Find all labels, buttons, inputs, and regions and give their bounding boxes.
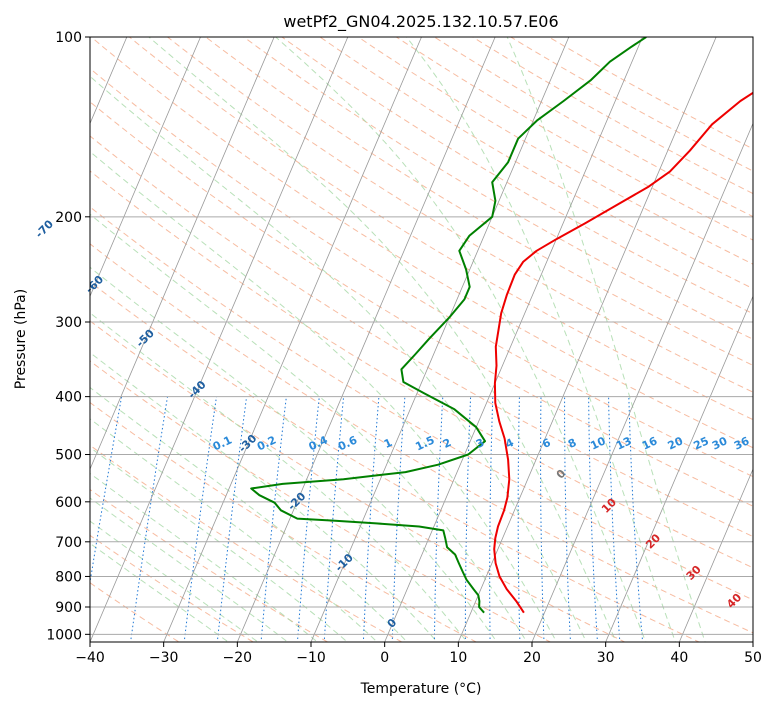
dry-adiabat-line <box>168 37 775 647</box>
isotherm-label: -10 <box>333 551 356 574</box>
x-tick-label: 50 <box>744 650 762 666</box>
plot-frame <box>90 37 753 642</box>
y-tick-label: 400 <box>55 390 82 406</box>
dry-adiabat-line <box>549 37 775 647</box>
isotherm-line <box>164 37 422 642</box>
isotherm-label: 0 <box>385 616 400 631</box>
mixing-ratio-label: 20 <box>666 434 686 452</box>
isotherm-label: -20 <box>285 490 308 513</box>
dewpoint-profile-line <box>251 37 646 613</box>
mixing-ratio-line <box>541 397 545 647</box>
dry-adiabat-line <box>396 37 775 647</box>
x-tick-label: 10 <box>449 650 467 666</box>
dry-adiabat-line <box>129 37 775 647</box>
mixing-ratio-label: 0.4 <box>307 433 330 453</box>
mixing-ratio-line <box>217 397 247 647</box>
dry-adiabat-line <box>0 37 560 647</box>
moist-adiabat-label: 20 <box>643 531 663 551</box>
mixing-ratio-label: 0.1 <box>211 433 234 453</box>
dry-adiabat-line <box>244 37 775 647</box>
x-tick-label: 30 <box>597 650 615 666</box>
mixing-ratio-line <box>465 397 470 647</box>
dry-adiabat-line <box>473 37 775 647</box>
x-tick-label: −20 <box>223 650 253 666</box>
moist-adiabat-label: 40 <box>724 591 744 611</box>
isotherm-line <box>606 37 775 642</box>
isotherm-label: -70 <box>33 217 56 240</box>
mixing-ratio-label: 36 <box>732 434 752 452</box>
x-tick-label: 20 <box>523 650 541 666</box>
dry-adiabat-line <box>15 37 775 647</box>
x-tick-label: −10 <box>296 650 326 666</box>
y-tick-label: 300 <box>55 315 82 331</box>
mixing-ratio-label: 2 <box>441 436 453 451</box>
isotherm-label: -40 <box>185 378 208 401</box>
moist-adiabat-line <box>0 37 383 647</box>
y-tick-label: 700 <box>55 535 82 551</box>
x-tick-label: −40 <box>75 650 105 666</box>
moist-adiabat-label: 10 <box>599 495 619 515</box>
dry-adiabat-line <box>0 37 635 647</box>
x-tick-label: 0 <box>380 650 389 666</box>
mixing-ratio-line <box>609 397 621 647</box>
isotherm-label: -50 <box>134 326 157 349</box>
mixing-ratio-line <box>297 397 319 647</box>
mixing-ratio-label: 1 <box>382 436 394 451</box>
moist-adiabat-line <box>149 37 619 647</box>
mixing-ratio-line <box>80 397 122 647</box>
mixing-ratio-line <box>490 397 493 647</box>
mixing-ratio-line <box>130 397 168 647</box>
y-tick-label: 600 <box>55 495 82 511</box>
dry-adiabat-line <box>91 37 775 647</box>
isotherm-line <box>753 37 775 642</box>
mixing-ratio-label: 16 <box>640 434 660 452</box>
y-tick-label: 1000 <box>46 627 82 643</box>
dry-adiabat-line <box>434 37 775 647</box>
moist-adiabat-line <box>0 37 559 647</box>
mixing-ratio-line <box>261 397 287 647</box>
mixing-ratio-label: 25 <box>692 434 711 452</box>
mixing-ratio-label: 6 <box>540 436 553 451</box>
mixing-ratio-label: 10 <box>588 434 608 452</box>
moist-adiabat-line <box>0 37 265 647</box>
profile-lines <box>251 37 775 613</box>
isotherm-label: -60 <box>83 273 106 296</box>
mixing-ratio-line <box>589 397 598 647</box>
chart-title: wetPf2_GN04.2025.132.10.57.E06 <box>283 12 558 32</box>
x-tick-label: 40 <box>670 650 688 666</box>
isotherm-line <box>679 37 775 642</box>
y-tick-label: 900 <box>55 600 82 616</box>
mixing-ratio-label: 0.6 <box>336 433 359 453</box>
isotherm-label: -80 <box>0 171 2 194</box>
mixing-ratio-label: 30 <box>710 434 730 452</box>
mixing-ratio-line <box>518 397 520 647</box>
mixing-ratio-label: 13 <box>614 434 633 452</box>
x-tick-label: −30 <box>149 650 179 666</box>
isotherm-line <box>532 37 775 642</box>
y-tick-label: 200 <box>55 210 82 226</box>
moist-adiabat-label: 30 <box>684 563 704 583</box>
isotherm-line <box>90 37 348 642</box>
y-tick-label: 800 <box>55 569 82 585</box>
background-lines <box>0 37 775 647</box>
mixing-ratio-label: 0.2 <box>255 433 278 453</box>
dry-adiabat-line <box>0 37 486 647</box>
x-axis-label: Temperature (°C) <box>360 681 482 697</box>
moist-adiabat-line <box>0 37 530 647</box>
y-tick-label: 100 <box>55 30 82 46</box>
moist-adiabat-line <box>0 37 353 647</box>
dry-adiabat-line <box>0 37 261 647</box>
moist-adiabat-label: 0 <box>554 467 569 482</box>
isotherm-line <box>237 37 495 642</box>
y-tick-label: 500 <box>55 448 82 464</box>
y-axis-label: Pressure (hPa) <box>13 289 29 389</box>
dry-adiabat-line <box>0 37 775 647</box>
dry-adiabat-line <box>0 37 336 647</box>
isotherm-line <box>385 37 643 642</box>
